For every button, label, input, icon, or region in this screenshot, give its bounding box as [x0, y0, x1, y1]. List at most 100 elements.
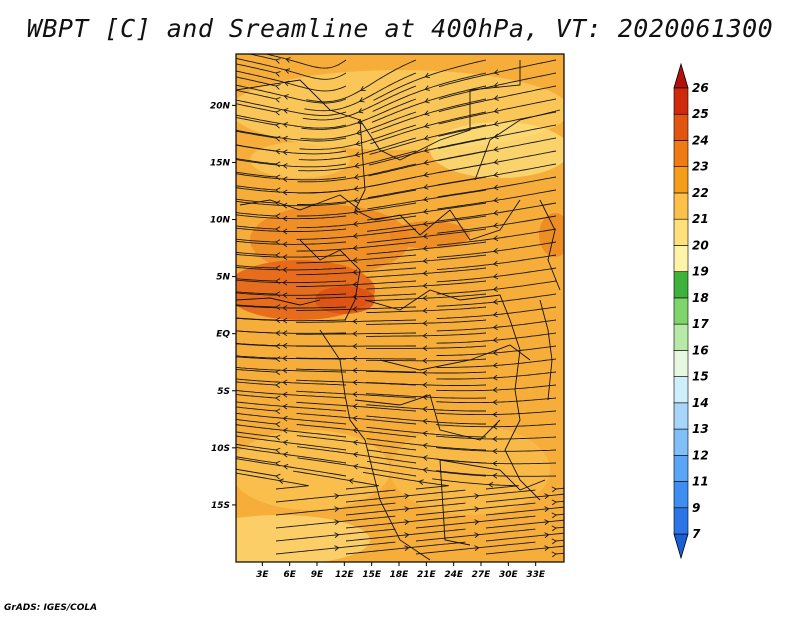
streamline-arrow	[626, 174, 630, 179]
streamline-arrow	[282, 427, 288, 434]
streamline	[247, 54, 277, 61]
streamline	[296, 357, 416, 360]
colorbar-swatch	[673, 271, 689, 299]
streamline-arrow	[492, 298, 498, 305]
streamline	[555, 487, 564, 490]
streamline	[236, 401, 347, 412]
streamline-arrow	[551, 525, 557, 532]
streamline-arrow	[423, 159, 429, 166]
border-egypt-sudan	[474, 109, 561, 181]
longitude-axis: 3E 6E 9E 12E 15E 18E 21E 24E 27E 30E 33E	[256, 562, 546, 580]
streamline	[236, 198, 277, 204]
streamline-arrow	[352, 330, 358, 337]
streamline	[436, 435, 557, 440]
streamline-arrow	[424, 85, 430, 91]
colorbar-swatch	[673, 481, 689, 509]
border-drc-north	[379, 344, 531, 371]
streamline-arrow	[352, 355, 358, 362]
field-patch-south	[236, 515, 370, 562]
streamline-arrow	[282, 149, 288, 156]
colorbar-swatch	[673, 428, 689, 456]
colorbar-swatch	[673, 113, 689, 141]
streamline	[438, 85, 557, 113]
lon-label: 21E	[417, 570, 437, 580]
streamline	[236, 117, 277, 126]
streamline-arrow	[282, 367, 288, 374]
streamline-arrow	[282, 163, 288, 169]
streamline-arrow	[282, 267, 288, 273]
streamline-arrow	[275, 395, 281, 402]
streamline	[370, 98, 487, 134]
streamline	[555, 539, 564, 542]
streamline-arrow	[275, 408, 281, 415]
streamline	[275, 515, 396, 529]
colorbar-label: 11	[692, 475, 709, 489]
streamline-arrow	[422, 370, 428, 376]
streamline-arrow	[492, 273, 499, 280]
streamline-arrow	[354, 162, 360, 169]
colorbar-label: 9	[692, 501, 700, 515]
streamline-arrow	[551, 486, 557, 493]
streamline	[236, 355, 346, 360]
lat-label: 5N	[216, 273, 230, 283]
streamline-arrow	[626, 239, 630, 244]
streamline-arrow	[492, 260, 499, 267]
lat-label: 10S	[211, 444, 230, 454]
streamline	[296, 267, 417, 276]
streamline	[436, 410, 557, 416]
streamline	[236, 431, 277, 438]
streamline	[555, 500, 564, 503]
streamline-arrow	[275, 71, 281, 77]
streamline-arrow	[352, 233, 358, 239]
streamline-arrow	[626, 265, 630, 270]
streamline-arrow	[626, 448, 630, 453]
streamline-arrow	[422, 196, 429, 203]
colorbar-swatch	[673, 323, 689, 351]
streamline-arrow	[626, 421, 630, 426]
streamline-arrow	[492, 311, 498, 318]
streamline	[297, 163, 417, 183]
streamline	[236, 103, 277, 113]
streamline	[236, 406, 277, 412]
streamline-arrow	[282, 292, 288, 299]
colorbar-swatch	[673, 507, 689, 535]
streamline-arrow	[354, 151, 360, 158]
streamline-arrow	[551, 499, 557, 506]
streamline	[236, 99, 347, 116]
lat-label: 5S	[217, 387, 230, 397]
streamline-arrow	[544, 506, 550, 512]
streamline-arrow	[626, 395, 630, 400]
streamline	[436, 241, 557, 258]
streamline-arrow	[282, 342, 288, 349]
streamline-arrow	[493, 209, 499, 216]
lon-label: 24E	[444, 570, 464, 580]
streamline-arrow	[626, 122, 630, 127]
streamline-arrow	[352, 367, 358, 374]
streamline-arrow	[493, 69, 499, 76]
streamline-arrow	[275, 161, 281, 168]
colorbar-swatch	[673, 454, 689, 482]
colorbar-swatch	[673, 192, 689, 220]
streamline	[366, 460, 487, 477]
border-ethiopia	[539, 199, 561, 291]
streamline-arrow	[544, 519, 550, 525]
streamline-arrow	[423, 135, 430, 141]
field-hot-spot	[315, 286, 375, 314]
streamline-arrow	[493, 95, 499, 101]
streamline-arrow	[422, 245, 428, 252]
streamline	[436, 254, 557, 271]
streamline-arrow	[551, 538, 557, 545]
streamline	[485, 493, 564, 503]
streamline	[236, 159, 347, 168]
streamline	[236, 158, 277, 165]
streamline-arrow	[352, 403, 358, 410]
streamline	[296, 228, 417, 240]
streamline	[236, 214, 347, 220]
streamline-arrow	[352, 269, 358, 276]
streamline-arrow	[423, 171, 429, 178]
lon-label: 27E	[472, 570, 492, 580]
lon-label: 30E	[499, 570, 519, 580]
streamline-arrow	[404, 493, 410, 499]
streamline-arrow	[492, 349, 498, 356]
streamline-arrow	[488, 481, 494, 488]
